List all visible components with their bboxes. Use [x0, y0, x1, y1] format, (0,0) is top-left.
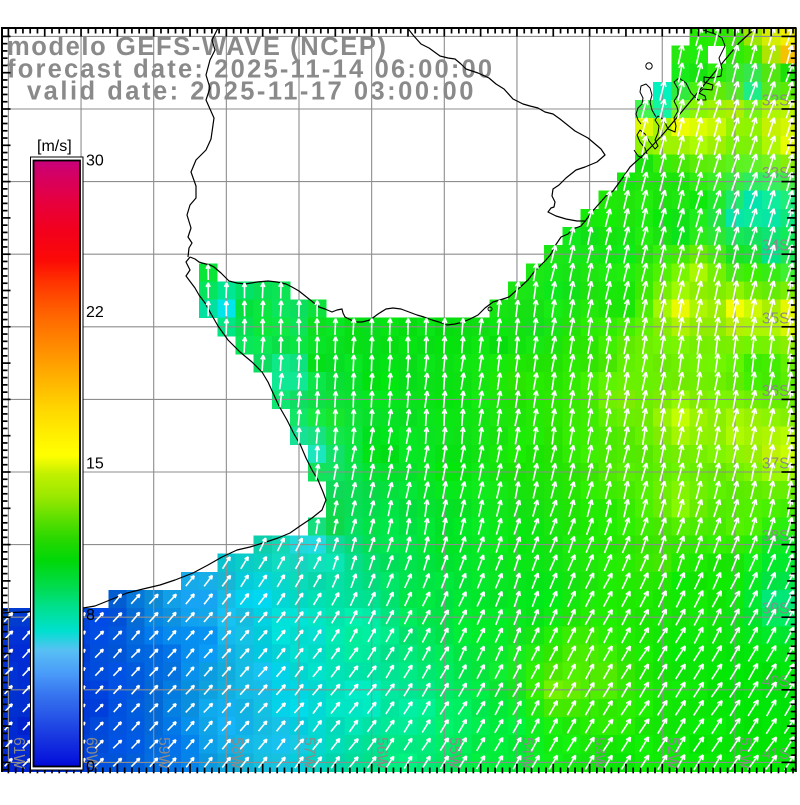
svg-text:37S: 37S	[762, 456, 790, 473]
svg-text:valid date: 2025-11-17 03:00:0: valid date: 2025-11-17 03:00:00	[27, 78, 476, 106]
svg-text:55W: 55W	[446, 737, 463, 769]
svg-text:[m/s]: [m/s]	[37, 138, 72, 155]
svg-text:60W: 60W	[83, 737, 100, 769]
svg-text:41S: 41S	[762, 746, 790, 763]
svg-text:61W: 61W	[10, 737, 27, 769]
svg-text:53W: 53W	[591, 737, 608, 769]
svg-text:forecast date: 2025-11-14 06:0: forecast date: 2025-11-14 06:00:00	[7, 56, 494, 84]
svg-text:38S: 38S	[762, 528, 790, 545]
svg-text:56W: 56W	[373, 737, 390, 769]
svg-text:52W: 52W	[664, 737, 681, 769]
svg-text:54W: 54W	[519, 737, 536, 769]
svg-text:59W: 59W	[155, 737, 172, 769]
svg-text:58W: 58W	[228, 737, 245, 769]
svg-text:8: 8	[86, 607, 95, 624]
svg-text:51W: 51W	[736, 737, 753, 769]
svg-text:15: 15	[86, 456, 104, 473]
svg-text:30: 30	[86, 153, 104, 170]
svg-text:36S: 36S	[762, 383, 790, 400]
svg-text:33S: 33S	[762, 165, 790, 182]
svg-text:57W: 57W	[301, 737, 318, 769]
svg-text:34S: 34S	[762, 238, 790, 255]
svg-text:35S: 35S	[762, 310, 790, 327]
svg-text:22: 22	[86, 304, 104, 321]
svg-text:0: 0	[86, 759, 95, 776]
svg-text:modelo GEFS-WAVE (NCEP): modelo GEFS-WAVE (NCEP)	[7, 33, 388, 61]
